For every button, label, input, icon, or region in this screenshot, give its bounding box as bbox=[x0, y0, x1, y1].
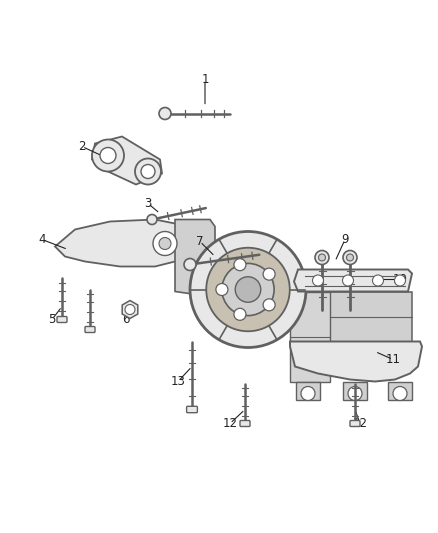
Circle shape bbox=[147, 214, 157, 224]
Circle shape bbox=[315, 251, 329, 264]
Circle shape bbox=[263, 299, 275, 311]
Text: 3: 3 bbox=[144, 197, 152, 210]
Circle shape bbox=[159, 238, 171, 249]
Text: 5: 5 bbox=[48, 313, 56, 326]
FancyBboxPatch shape bbox=[350, 421, 360, 426]
Circle shape bbox=[393, 386, 407, 400]
Circle shape bbox=[346, 254, 353, 261]
Circle shape bbox=[206, 248, 290, 332]
Polygon shape bbox=[55, 220, 198, 266]
Text: 12: 12 bbox=[353, 417, 367, 430]
Circle shape bbox=[348, 386, 362, 400]
FancyBboxPatch shape bbox=[187, 406, 198, 413]
Polygon shape bbox=[290, 292, 330, 382]
Circle shape bbox=[235, 277, 261, 302]
Polygon shape bbox=[294, 270, 412, 292]
Circle shape bbox=[216, 284, 228, 295]
Circle shape bbox=[141, 165, 155, 179]
Circle shape bbox=[234, 308, 246, 320]
Text: 10: 10 bbox=[392, 273, 407, 286]
Circle shape bbox=[234, 259, 246, 271]
Circle shape bbox=[372, 275, 384, 286]
Circle shape bbox=[263, 268, 275, 280]
Circle shape bbox=[135, 158, 161, 184]
FancyBboxPatch shape bbox=[85, 327, 95, 333]
Circle shape bbox=[190, 231, 306, 348]
Polygon shape bbox=[175, 220, 215, 296]
Circle shape bbox=[153, 231, 177, 255]
Circle shape bbox=[395, 275, 406, 286]
Text: 1: 1 bbox=[201, 73, 209, 86]
Circle shape bbox=[159, 108, 171, 119]
Text: 13: 13 bbox=[170, 375, 185, 388]
Circle shape bbox=[222, 263, 274, 316]
Text: 11: 11 bbox=[385, 353, 400, 366]
FancyBboxPatch shape bbox=[57, 317, 67, 322]
Circle shape bbox=[318, 254, 325, 261]
Circle shape bbox=[301, 386, 315, 400]
Circle shape bbox=[184, 259, 196, 271]
Text: 4: 4 bbox=[38, 233, 46, 246]
Polygon shape bbox=[290, 342, 422, 382]
Polygon shape bbox=[122, 301, 138, 319]
Polygon shape bbox=[388, 382, 412, 400]
Text: 8: 8 bbox=[274, 273, 282, 286]
Polygon shape bbox=[296, 382, 320, 400]
Circle shape bbox=[125, 304, 135, 314]
Polygon shape bbox=[330, 292, 412, 342]
Text: 6: 6 bbox=[122, 313, 130, 326]
Circle shape bbox=[92, 140, 124, 172]
Polygon shape bbox=[92, 136, 162, 184]
Text: 9: 9 bbox=[341, 233, 349, 246]
Circle shape bbox=[343, 251, 357, 264]
FancyBboxPatch shape bbox=[240, 421, 250, 426]
Text: 12: 12 bbox=[223, 417, 237, 430]
Text: 2: 2 bbox=[78, 140, 86, 153]
Circle shape bbox=[100, 148, 116, 164]
Circle shape bbox=[312, 275, 324, 286]
Polygon shape bbox=[343, 382, 367, 400]
Circle shape bbox=[343, 275, 353, 286]
Text: 7: 7 bbox=[196, 235, 204, 248]
